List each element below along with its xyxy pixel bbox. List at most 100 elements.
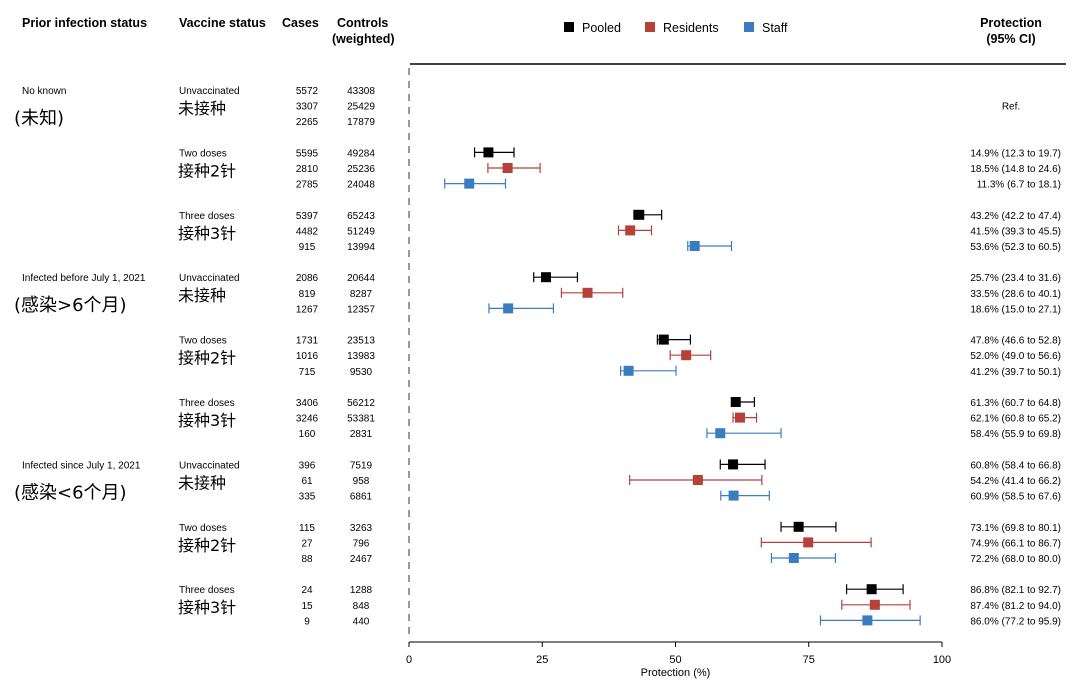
point-estimate xyxy=(862,615,873,626)
cases-cell: 1267 xyxy=(296,304,319,315)
header-protection: Protection xyxy=(980,16,1042,30)
cases-cell: 3246 xyxy=(296,414,319,425)
protection-ci-cell: 61.3% (60.7 to 64.8) xyxy=(970,398,1061,409)
cases-cell: 5595 xyxy=(296,148,319,159)
controls-cell: 7519 xyxy=(350,460,373,471)
x-tick-label: 0 xyxy=(406,654,412,666)
controls-cell: 12357 xyxy=(347,304,375,315)
vaccine-status-note: 接种2针 xyxy=(178,161,236,180)
prior-infection-label: No known xyxy=(22,86,66,97)
vaccine-status-note: 未接种 xyxy=(178,99,226,118)
x-tick-label: 75 xyxy=(803,654,815,666)
cases-cell: 2810 xyxy=(296,164,319,175)
protection-ci-cell: 25.7% (23.4 to 31.6) xyxy=(970,273,1061,284)
marks-layer xyxy=(444,147,921,626)
vaccine-status-label: Three doses xyxy=(179,398,235,409)
point-estimate xyxy=(540,272,551,283)
cases-cell: 5572 xyxy=(296,86,319,97)
vaccine-status-note: 接种3针 xyxy=(178,411,236,430)
point-estimate xyxy=(503,303,514,314)
cases-cell: 715 xyxy=(299,367,316,378)
protection-ci-cell: 53.6% (52.3 to 60.5) xyxy=(970,242,1061,253)
point-estimate xyxy=(793,521,804,532)
cases-cell: 61 xyxy=(301,476,313,487)
protection-ci-cell: 41.5% (39.3 to 45.5) xyxy=(970,226,1061,237)
prior-infection-label: Infected before July 1, 2021 xyxy=(22,273,146,284)
protection-ci-cell: 18.5% (14.8 to 24.6) xyxy=(970,164,1061,175)
cases-cell: 4482 xyxy=(296,226,319,237)
controls-cell: 17879 xyxy=(347,117,375,128)
protection-ci-cell: 58.4% (55.9 to 69.8) xyxy=(970,429,1061,440)
controls-cell: 20644 xyxy=(347,273,375,284)
point-estimate xyxy=(866,584,877,595)
controls-cell: 24048 xyxy=(347,180,375,191)
point-estimate xyxy=(715,428,726,439)
legend: Pooled Residents Staff xyxy=(564,21,788,35)
header-controls: Controls xyxy=(337,16,388,30)
controls-cell: 13994 xyxy=(347,242,375,253)
point-estimate xyxy=(623,365,634,376)
vaccine-status-label: Unvaccinated xyxy=(179,86,240,97)
protection-ci-cell: 18.6% (15.0 to 27.1) xyxy=(970,304,1061,315)
x-tick-label: 25 xyxy=(536,654,548,666)
controls-cell: 43308 xyxy=(347,86,375,97)
point-estimate xyxy=(803,537,814,548)
protection-ci-cell: 43.2% (42.2 to 47.4) xyxy=(970,211,1061,222)
protection-ci-cell: 41.2% (39.7 to 50.1) xyxy=(970,367,1061,378)
protection-ci-cell: 87.4% (81.2 to 94.0) xyxy=(970,601,1061,612)
point-estimate xyxy=(634,209,645,220)
point-estimate xyxy=(734,412,745,423)
protection-ci-cell: 74.9% (66.1 to 86.7) xyxy=(970,538,1061,549)
controls-cell: 25236 xyxy=(347,164,375,175)
protection-ci-cell: 60.8% (58.4 to 66.8) xyxy=(970,460,1061,471)
vaccine-status-label: Two doses xyxy=(179,336,227,347)
point-estimate xyxy=(502,163,513,173)
point-estimate xyxy=(869,599,880,610)
protection-ci-cell: 62.1% (60.8 to 65.2) xyxy=(970,414,1061,425)
cases-cell: 2785 xyxy=(296,180,319,191)
cases-cell: 9 xyxy=(304,616,310,627)
controls-cell: 958 xyxy=(353,476,370,487)
cases-cell: 819 xyxy=(299,289,316,300)
controls-cell: 1288 xyxy=(350,585,373,596)
point-estimate xyxy=(788,553,799,563)
controls-cell: 2831 xyxy=(350,429,373,440)
vaccine-status-note: 接种2针 xyxy=(178,349,236,368)
vaccine-status-label: Unvaccinated xyxy=(179,460,240,471)
controls-cell: 796 xyxy=(353,538,370,549)
protection-ci-cell: 73.1% (69.8 to 80.1) xyxy=(970,523,1061,534)
x-tick-label: 100 xyxy=(933,654,951,666)
cases-cell: 2086 xyxy=(296,273,319,284)
x-tick-label: 50 xyxy=(669,654,681,666)
point-estimate xyxy=(730,397,741,407)
cases-cell: 1731 xyxy=(296,336,319,347)
point-estimate xyxy=(464,178,475,189)
controls-cell: 23513 xyxy=(347,336,375,347)
vaccine-status-label: Two doses xyxy=(179,523,227,534)
controls-cell: 848 xyxy=(353,601,370,612)
controls-cell: 51249 xyxy=(347,226,375,237)
prior-infection-note: (感染<6个月) xyxy=(14,482,127,503)
prior-infection-note: (未知) xyxy=(14,108,64,129)
prior-infection-note: (感染>6个月) xyxy=(14,295,127,316)
point-estimate xyxy=(728,459,739,470)
controls-cell: 6861 xyxy=(350,492,373,503)
controls-cell: 8287 xyxy=(350,289,373,300)
legend-label-residents: Residents xyxy=(663,21,719,35)
cases-cell: 5397 xyxy=(296,211,319,222)
x-axis: 0 25 50 75 100 Protection (%) xyxy=(406,68,951,679)
header-prior-infection: Prior infection status xyxy=(22,16,147,30)
protection-ci-cell: 11.3% (6.7 to 18.1) xyxy=(977,180,1061,191)
header-controls-weighted: (weighted) xyxy=(332,32,395,46)
controls-cell: 25429 xyxy=(347,102,375,113)
point-estimate xyxy=(658,334,669,345)
cases-cell: 15 xyxy=(301,601,313,612)
point-estimate xyxy=(625,225,636,236)
controls-cell: 9530 xyxy=(350,367,373,378)
legend-label-pooled: Pooled xyxy=(582,21,621,35)
cases-cell: 335 xyxy=(299,492,316,503)
controls-cell: 65243 xyxy=(347,211,375,222)
protection-ci-cell: 54.2% (41.4 to 66.2) xyxy=(970,476,1061,487)
vaccine-status-note: 接种2针 xyxy=(178,536,236,555)
